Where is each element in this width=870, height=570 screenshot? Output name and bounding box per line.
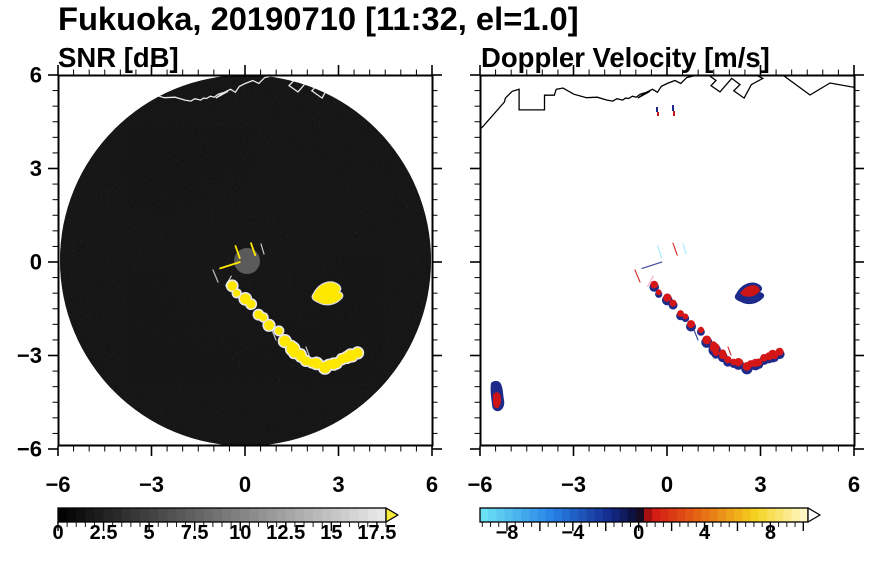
svg-text:−4: −4 (561, 522, 585, 544)
svg-text:15: 15 (320, 522, 342, 544)
svg-text:−3: −3 (17, 343, 42, 368)
svg-text:6: 6 (30, 63, 42, 88)
svg-text:6: 6 (426, 472, 438, 497)
svg-text:3: 3 (754, 472, 766, 497)
svg-text:2.5: 2.5 (90, 522, 118, 544)
svg-text:−8: −8 (496, 522, 519, 544)
svg-text:0: 0 (52, 522, 63, 544)
svg-text:5: 5 (144, 522, 155, 544)
svg-text:7.5: 7.5 (181, 522, 209, 544)
svg-text:−3: −3 (139, 472, 164, 497)
svg-text:0: 0 (633, 522, 644, 544)
svg-text:8: 8 (765, 522, 776, 544)
svg-text:4: 4 (699, 522, 711, 544)
svg-text:17.5: 17.5 (357, 522, 396, 544)
svg-text:6: 6 (848, 472, 860, 497)
svg-text:12.5: 12.5 (266, 522, 305, 544)
svg-text:0: 0 (661, 472, 673, 497)
svg-text:0: 0 (239, 472, 251, 497)
svg-text:−6: −6 (45, 472, 70, 497)
svg-text:10: 10 (229, 522, 251, 544)
svg-text:3: 3 (30, 156, 42, 181)
svg-text:3: 3 (332, 472, 344, 497)
svg-text:−6: −6 (467, 472, 492, 497)
svg-text:−3: −3 (561, 472, 586, 497)
svg-text:0: 0 (30, 250, 42, 275)
svg-text:−6: −6 (17, 437, 42, 462)
